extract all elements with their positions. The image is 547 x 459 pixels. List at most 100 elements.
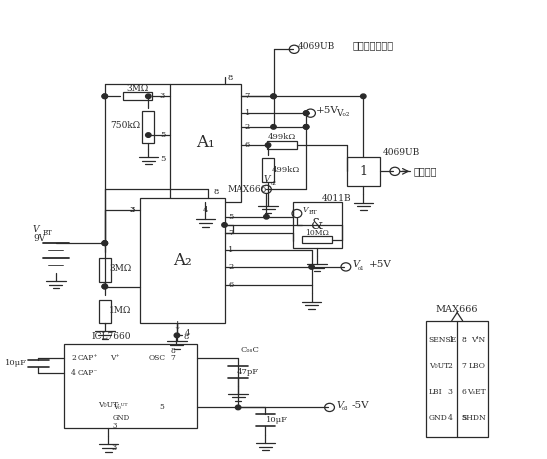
Circle shape [265,143,271,147]
Circle shape [146,94,151,99]
Text: 3MΩ: 3MΩ [109,264,131,273]
Circle shape [309,265,315,269]
Text: 2: 2 [245,123,250,131]
Circle shape [102,284,108,289]
Circle shape [222,223,227,227]
Text: 5: 5 [462,414,467,422]
Text: 3: 3 [130,207,135,214]
Circle shape [102,241,108,246]
Bar [170,84,241,202]
Circle shape [146,133,151,137]
Text: V: V [302,206,308,214]
Text: V⁺: V⁺ [110,354,120,362]
Text: 5: 5 [160,155,165,163]
Text: SENSE: SENSE [429,336,457,344]
Text: GND: GND [429,414,447,422]
Text: 499kΩ: 499kΩ [271,166,300,174]
Bar [123,92,152,101]
Circle shape [271,124,276,129]
Text: 6: 6 [229,281,234,289]
Text: BT: BT [42,229,52,237]
Text: 7: 7 [462,362,467,370]
Text: 4011B: 4011B [321,194,351,203]
Text: 10μF: 10μF [4,359,27,367]
Bar [262,158,274,182]
Text: +5V: +5V [369,260,392,269]
Text: 8: 8 [184,333,189,341]
Text: SHDN: SHDN [461,414,486,422]
Text: ↓: ↓ [172,322,182,332]
Text: 9V: 9V [33,234,45,243]
Bar [140,197,224,323]
Text: 5: 5 [228,213,234,221]
Text: ICL7660: ICL7660 [91,332,131,341]
Text: ₒ₁: ₒ₁ [358,264,364,272]
Text: 8: 8 [170,347,175,355]
Text: 1MΩ: 1MΩ [109,306,131,315]
Text: 2: 2 [229,263,234,271]
Text: 4069UB: 4069UB [298,42,335,50]
Text: 3: 3 [113,422,117,430]
Text: &: & [311,218,323,232]
Text: CAP⁺: CAP⁺ [78,354,98,362]
Text: +5V: +5V [316,106,339,115]
Text: 6: 6 [462,388,467,396]
Circle shape [304,124,309,129]
Text: 4: 4 [448,414,453,422]
Circle shape [102,241,108,246]
Circle shape [102,94,108,99]
Bar [267,141,296,149]
Text: 5: 5 [159,403,164,411]
Circle shape [264,214,269,219]
Text: 10μF: 10μF [266,416,288,424]
Text: 10MΩ: 10MΩ [305,229,329,237]
Circle shape [174,333,179,338]
Text: ₒ₂: ₒ₂ [271,179,277,186]
Circle shape [304,111,309,116]
Bar [293,202,341,248]
Text: 功能停止: 功能停止 [414,167,438,176]
Bar [302,236,332,243]
Text: 2: 2 [71,354,76,362]
Text: A₂: A₂ [173,252,191,269]
Text: 47pF: 47pF [237,368,259,376]
Text: V₀UT: V₀UT [429,362,449,370]
Text: V₀UT: V₀UT [98,401,118,409]
Circle shape [304,111,309,116]
Text: 750kΩ: 750kΩ [110,122,141,130]
Circle shape [102,241,108,246]
Text: MAX666: MAX666 [227,185,266,194]
Text: 3MΩ: 3MΩ [126,84,149,93]
Text: V: V [263,175,270,184]
Text: MAX666: MAX666 [436,305,479,314]
Text: 499kΩ: 499kΩ [267,133,296,141]
Bar [99,300,111,324]
Text: 8: 8 [214,188,219,196]
Text: A₁: A₁ [196,134,215,151]
Text: 7: 7 [170,354,175,362]
Text: -5V: -5V [351,401,369,409]
Bar [426,321,488,437]
Text: V₀ᵁᵀ: V₀ᵁᵀ [113,403,127,411]
Text: BT: BT [309,210,317,215]
Text: LBI: LBI [429,388,442,396]
Text: 8: 8 [462,336,467,344]
Text: 4: 4 [71,369,76,377]
Text: 1: 1 [245,109,250,117]
Text: CₒₛC: CₒₛC [241,346,259,354]
Text: 4069UB: 4069UB [382,148,420,157]
Text: 3: 3 [130,207,135,214]
Circle shape [360,94,366,99]
Circle shape [271,94,276,99]
Text: OSC: OSC [148,354,165,362]
Text: 1: 1 [228,246,234,254]
Bar [99,258,111,281]
Text: 8: 8 [227,74,232,82]
Text: 7: 7 [245,92,250,100]
Circle shape [271,94,276,99]
Text: 1: 1 [359,165,367,178]
Text: ₒ₃: ₒ₃ [341,404,348,412]
Text: 3: 3 [448,388,453,396]
Text: V: V [336,401,343,409]
Text: V: V [33,225,39,234]
